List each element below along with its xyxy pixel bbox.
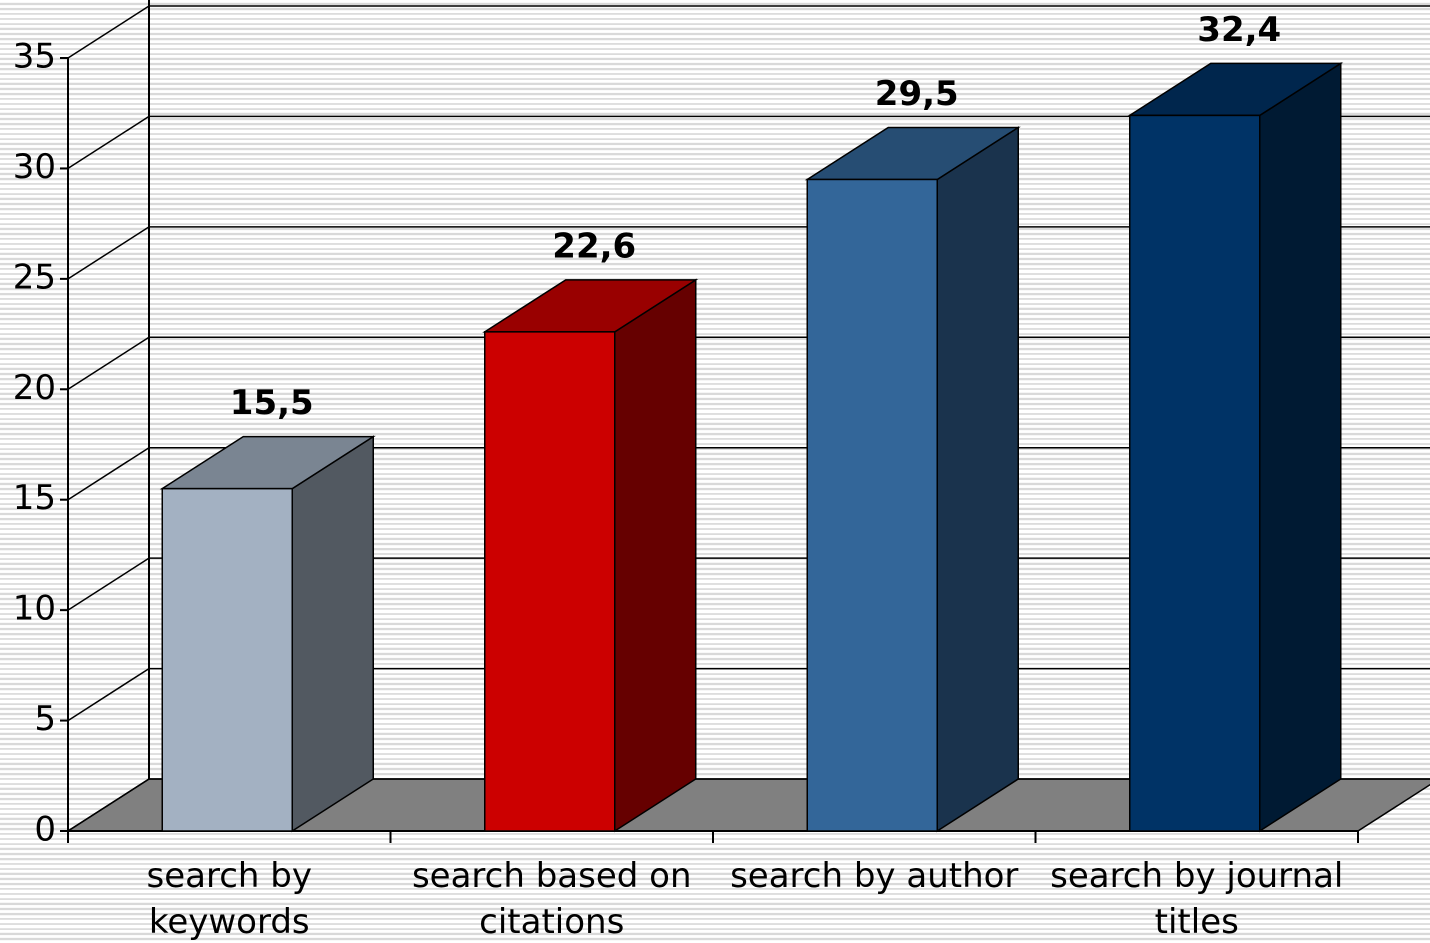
grid-line-side [67, 5, 150, 59]
y-tick-label: 5 [34, 699, 56, 739]
value-label: 29,5 [875, 74, 959, 114]
grid-line-side [67, 557, 150, 611]
bar [1129, 114, 1261, 832]
value-label: 15,5 [230, 383, 314, 423]
x-tick-label: search based on citations [411, 856, 692, 942]
y-tick-label: 20 [13, 368, 56, 408]
bar-side [614, 278, 697, 833]
y-tick-label: 25 [13, 257, 56, 297]
bar-side [1259, 62, 1342, 833]
bar [484, 331, 616, 832]
bar-group [1127, 62, 1344, 833]
bar [806, 178, 938, 832]
y-tick-label: 35 [13, 37, 56, 77]
x-tick-label: search by journal titles [1050, 856, 1344, 942]
grid-line-side [67, 778, 150, 832]
grid-line-side [67, 336, 150, 390]
y-tick-label: 10 [13, 589, 56, 629]
bar-side [291, 435, 374, 833]
value-label: 22,6 [552, 226, 636, 266]
x-tick-label: search by author [730, 856, 1019, 896]
bar-group [804, 126, 1021, 833]
y-tick-label: 30 [13, 147, 56, 187]
bar-group [482, 278, 699, 833]
y-tick-label: 15 [13, 478, 56, 518]
bar-group [159, 435, 376, 833]
y-tick-label: 0 [34, 810, 56, 850]
bar [161, 487, 293, 832]
value-label: 32,4 [1197, 10, 1281, 50]
grid-line-side [67, 447, 150, 501]
x-tick-label: search by keywords [146, 856, 312, 942]
grid-line-side [67, 226, 150, 280]
grid-line-side [67, 667, 150, 722]
bar-side [936, 126, 1019, 833]
grid-line-side [67, 115, 150, 170]
